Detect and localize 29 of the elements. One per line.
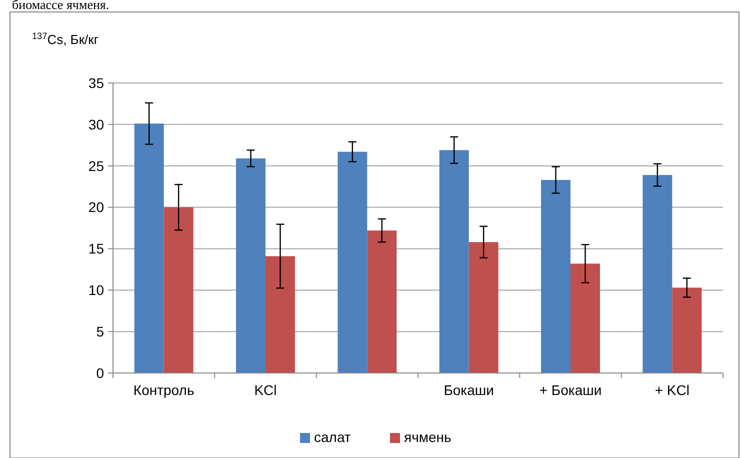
bar [236,158,266,373]
bar [439,150,469,373]
text: биомассе ячменя. [12,0,110,12]
y-tick-label: 15 [88,240,104,257]
bar [134,124,164,373]
bar [367,230,397,373]
y-tick-label: 5 [96,323,104,340]
bar [672,288,702,373]
legend-label: салат [314,429,352,445]
x-tick-label: Контроль [133,382,194,398]
x-tick-label: Бокаши [444,382,494,398]
legend-label: ячмень [404,429,452,445]
y-tick-label: 10 [88,282,104,298]
bar [266,256,295,373]
bar [164,207,194,373]
x-tick-label: KCl [254,382,277,398]
x-tick-label: + KCl [654,382,690,398]
bar [642,174,672,373]
y-tick-label: 0 [96,364,104,381]
y-axis-title: $^{137}$Cs, Бк/кг [32,31,99,47]
y-tick-label: 25 [88,158,104,174]
bar [338,152,368,373]
y-tick-label: 30 [88,116,104,132]
bar [541,180,570,373]
bar [570,264,600,373]
y-tick-label: 35 [88,74,104,91]
x-tick-label: + Бокаши [539,382,602,398]
bar [468,242,498,373]
y-tick-label: 20 [88,199,104,216]
